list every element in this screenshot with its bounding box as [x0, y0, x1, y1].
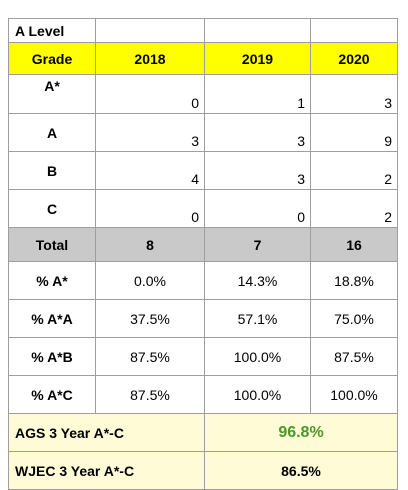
- summary-row-wjec: WJEC 3 Year A*-C 86.5%: [8, 451, 398, 490]
- percent-label: % A*: [8, 261, 96, 300]
- grade-row-a-star: A* 0 1 3: [8, 74, 398, 114]
- grade-count: 0: [95, 189, 205, 228]
- header-row: Grade 2018 2019 2020: [8, 42, 398, 75]
- grade-count: 4: [95, 151, 205, 190]
- grade-count: 2: [310, 151, 398, 190]
- empty-cell: [204, 18, 311, 43]
- grade-row-a: A 3 3 9: [8, 113, 398, 152]
- percent-value: 57.1%: [204, 299, 311, 338]
- percent-value: 100.0%: [204, 375, 311, 414]
- percent-value: 75.0%: [310, 299, 398, 338]
- total-value: 8: [95, 227, 205, 262]
- summary-label: WJEC 3 Year A*-C: [8, 451, 205, 490]
- percent-label: % A*B: [8, 337, 96, 376]
- total-value: 16: [310, 227, 398, 262]
- percent-label: % A*C: [8, 375, 96, 414]
- grade-count: 3: [204, 151, 311, 190]
- percent-value: 0.0%: [95, 261, 205, 300]
- grade-count: 0: [95, 74, 205, 114]
- header-year-2020: 2020: [310, 42, 398, 75]
- total-label: Total: [8, 227, 96, 262]
- percent-row-a-star-c: % A*C 87.5% 100.0% 100.0%: [8, 375, 398, 414]
- empty-cell: [310, 18, 398, 43]
- grade-row-b: B 4 3 2: [8, 151, 398, 190]
- total-row: Total 8 7 16: [8, 227, 398, 262]
- grade-label: B: [8, 151, 96, 190]
- header-year-2018: 2018: [95, 42, 205, 75]
- percent-row-a-star-a: % A*A 37.5% 57.1% 75.0%: [8, 299, 398, 338]
- grade-count: 3: [204, 113, 311, 152]
- grade-label: A*: [8, 74, 96, 114]
- percent-value: 87.5%: [310, 337, 398, 376]
- grade-label: A: [8, 113, 96, 152]
- empty-cell: [95, 18, 205, 43]
- grade-count: 0: [204, 189, 311, 228]
- percent-label: % A*A: [8, 299, 96, 338]
- summary-value: 86.5%: [204, 451, 398, 490]
- percent-value: 37.5%: [95, 299, 205, 338]
- grade-count: 3: [95, 113, 205, 152]
- percent-value: 87.5%: [95, 337, 205, 376]
- percent-value: 100.0%: [204, 337, 311, 376]
- percent-value: 100.0%: [310, 375, 398, 414]
- results-table: A Level Grade 2018 2019 2020 A* 0 1 3 A …: [8, 18, 398, 490]
- percent-value: 14.3%: [204, 261, 311, 300]
- header-year-2019: 2019: [204, 42, 311, 75]
- grade-count: 1: [204, 74, 311, 114]
- percent-row-a-star-b: % A*B 87.5% 100.0% 87.5%: [8, 337, 398, 376]
- summary-value-highlight: 96.8%: [204, 413, 398, 452]
- summary-row-ags: AGS 3 Year A*-C 96.8%: [8, 413, 398, 452]
- table-title: A Level: [8, 18, 96, 43]
- header-grade: Grade: [8, 42, 96, 75]
- total-value: 7: [204, 227, 311, 262]
- grade-count: 9: [310, 113, 398, 152]
- grade-row-c: C 0 0 2: [8, 189, 398, 228]
- percent-value: 18.8%: [310, 261, 398, 300]
- percent-value: 87.5%: [95, 375, 205, 414]
- title-row: A Level: [8, 18, 398, 43]
- grade-label: C: [8, 189, 96, 228]
- grade-count: 3: [310, 74, 398, 114]
- summary-label: AGS 3 Year A*-C: [8, 413, 205, 452]
- grade-count: 2: [310, 189, 398, 228]
- percent-row-a-star: % A* 0.0% 14.3% 18.8%: [8, 261, 398, 300]
